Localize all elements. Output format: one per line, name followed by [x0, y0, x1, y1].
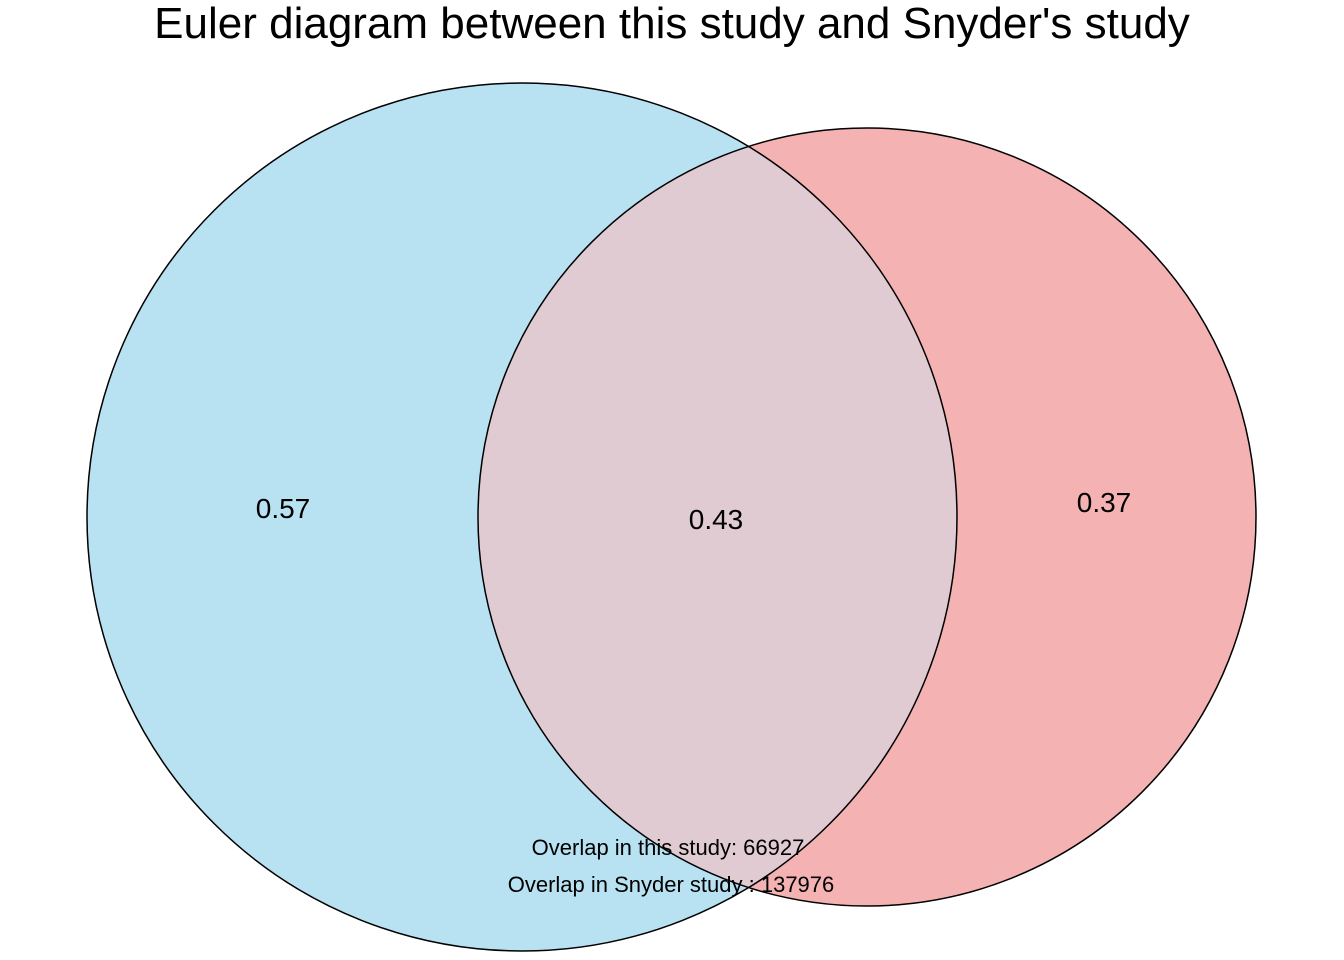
this-study-outline — [86, 82, 958, 952]
overlap-label: 0.43 — [689, 504, 744, 535]
right-only-label: 0.37 — [1077, 487, 1132, 518]
overlap-this-study-note: Overlap in this study: 66927 — [532, 835, 805, 860]
overlap-snyder-study-note: Overlap in Snyder study : 137976 — [508, 872, 835, 897]
snyder-study-outline — [477, 127, 1257, 907]
overlap-region — [478, 128, 957, 906]
left-only-label: 0.57 — [256, 493, 311, 524]
diagram-title: Euler diagram between this study and Sny… — [154, 0, 1190, 48]
